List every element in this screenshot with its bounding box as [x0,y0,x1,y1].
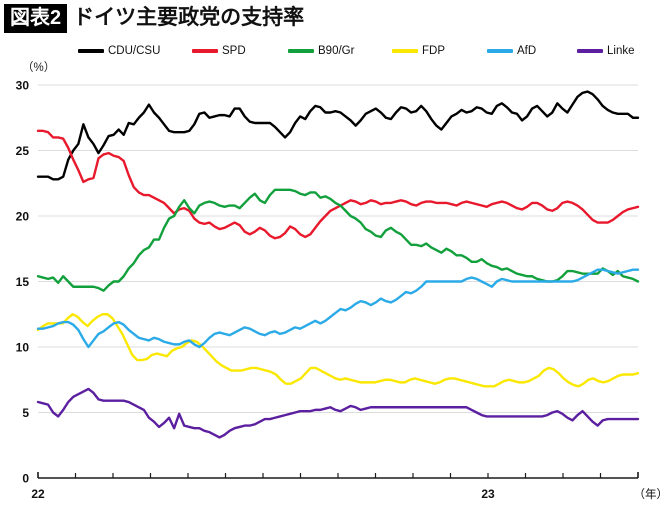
legend-swatch-icon [577,49,603,53]
legend-item-afd[interactable]: AfD [487,42,536,60]
legend-swatch-icon [392,49,418,53]
line-chart: 0 5 10 15 20 25 30 22 23 （年） [16,79,669,502]
legend-swatch-icon [192,49,218,53]
y-tick-label-5: 5 [22,406,29,420]
series-line-fdp [36,313,640,388]
y-tick-label-25: 25 [16,144,30,158]
chart-title-text: ドイツ主要政党の支持率 [73,6,305,29]
figure-number-badge: 図表2 [4,3,68,33]
x-tick-label-22: 22 [31,487,45,501]
y-tick-label-15: 15 [16,275,30,289]
x-tick-label-23: 23 [481,487,495,501]
series-line-linke [36,387,640,439]
legend-item-label: SPD [222,45,246,57]
legend-item-fdp[interactable]: FDP [392,42,445,60]
y-tick-label-30: 30 [16,79,30,93]
legend-swatch-icon [78,49,104,53]
y-tick-label-0: 0 [22,472,29,486]
legend-item-label: AfD [517,45,537,57]
legend-swatch-icon [288,49,314,53]
series-line-afd [36,268,640,349]
chart-legend: CDU/CSU SPD B90/Gr FDP AfD Linke [0,42,670,60]
plot-area: 0 5 10 15 20 25 30 22 23 （年） [0,70,670,508]
legend-item-label: CDU/CSU [108,45,161,57]
legend-item-cdu-csu[interactable]: CDU/CSU [78,42,160,60]
page-title: 図表2 ドイツ主要政党の支持率 [4,3,304,33]
legend-item-label: FDP [422,45,445,57]
y-tick-label-10: 10 [16,341,30,355]
y-axis-unit-label: （%） [22,62,56,74]
x-axis-unit-label: （年） [634,487,669,501]
series-line-cdu-csu [36,90,640,181]
series-line-spd [36,129,640,240]
legend-swatch-icon [487,49,513,53]
legend-item-spd[interactable]: SPD [192,42,246,60]
series-line-b90-gr [36,188,640,292]
legend-item-b90-gr[interactable]: B90/Gr [288,42,354,60]
y-tick-label-20: 20 [16,210,30,224]
legend-item-label: Linke [607,45,635,57]
legend-item-linke[interactable]: Linke [577,42,635,60]
legend-item-label: B90/Gr [318,45,355,57]
